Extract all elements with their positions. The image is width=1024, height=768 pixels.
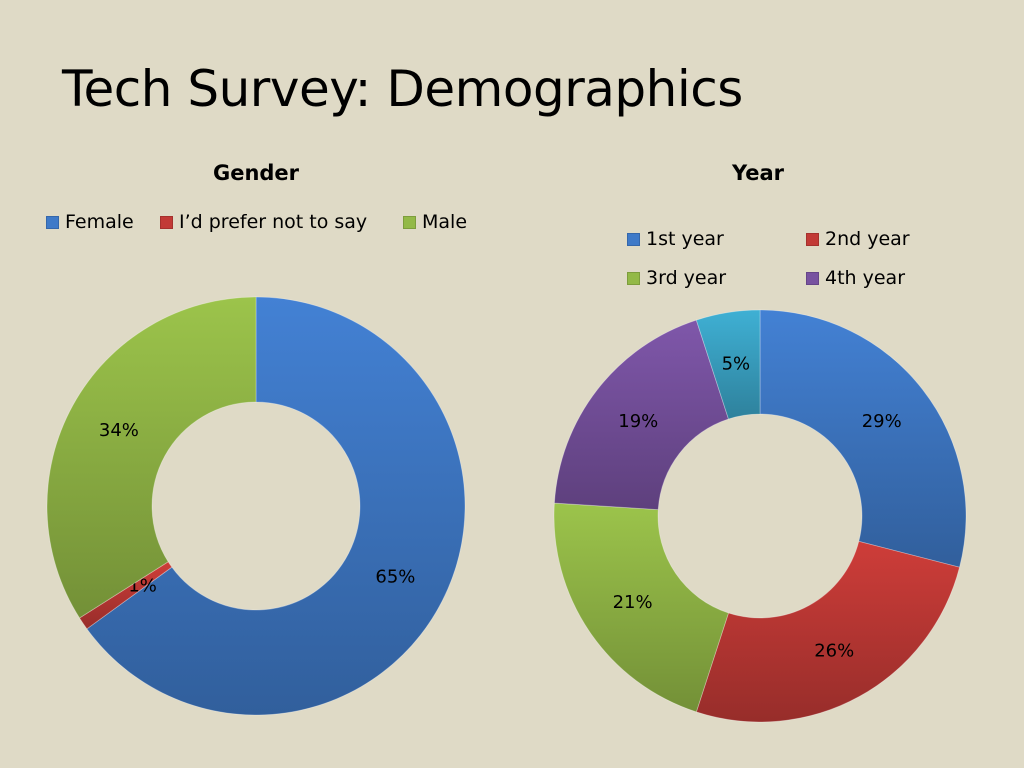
gender-slice-2 (46, 296, 257, 619)
legend-swatch (627, 271, 640, 285)
legend-item-female: Female (46, 211, 134, 233)
legend-swatch (403, 215, 416, 229)
year-data-label-0: 29% (862, 411, 902, 432)
legend-label: 3rd year (646, 267, 727, 289)
legend-item-4th-year: 4th year (806, 267, 905, 289)
legend-label: I’d prefer not to say (179, 211, 368, 233)
legend-item-2nd-year: 2nd year (806, 228, 910, 250)
slide-title: Tech Survey: Demographics (62, 60, 743, 118)
year-data-label-1: 26% (814, 641, 854, 662)
legend-label: Male (422, 211, 468, 233)
legend-label: 1st year (646, 228, 724, 250)
year-data-label-2: 21% (613, 592, 653, 613)
year-chart-title: Year (731, 161, 785, 185)
gender-chart-title: Gender (212, 161, 300, 185)
year-slice-3 (553, 319, 729, 511)
legend-item-prefer-not-to-say: I’d prefer not to say (160, 211, 367, 233)
legend-label: Female (65, 211, 134, 233)
gender-slice-0 (86, 296, 466, 716)
legend-swatch (806, 232, 819, 246)
legend-item-3rd-year: 3rd year (627, 267, 726, 289)
year-slice-0 (759, 309, 967, 568)
year-slice-4 (695, 309, 761, 420)
legend-label: 4th year (825, 267, 906, 289)
gender-data-label-0: 65% (375, 567, 415, 588)
year-data-label-3: 19% (618, 411, 658, 432)
year-slice-1 (695, 540, 961, 723)
year-data-label-4: 5% (722, 353, 751, 374)
legend-swatch (160, 215, 173, 229)
legend-swatch (627, 232, 640, 246)
legend-item-male: Male (403, 211, 467, 233)
gender-slice-1 (78, 561, 173, 630)
legend-swatch (806, 271, 819, 285)
legend-item-1st-year: 1st year (627, 228, 724, 250)
legend-swatch (46, 215, 59, 229)
year-slice-2 (553, 502, 729, 713)
gender-data-label-2: 34% (99, 420, 139, 441)
legend-label: 2nd year (825, 228, 910, 250)
